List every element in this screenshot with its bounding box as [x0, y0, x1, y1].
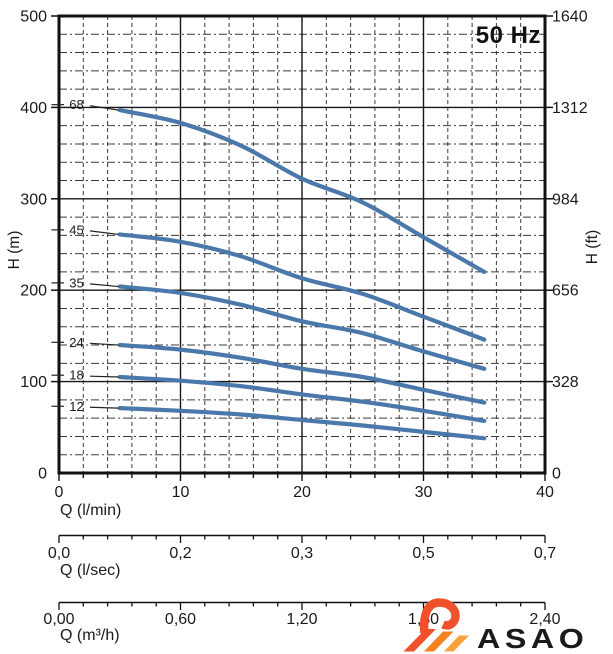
curve-label-35: 35	[69, 275, 83, 290]
y-tick-label-left: 100	[20, 374, 47, 391]
pump-curve-12	[117, 406, 487, 441]
x-axis-m3h-label: Q (m³/h)	[60, 627, 120, 644]
y-tick-label-right: 328	[552, 374, 579, 391]
x-tick-label: 10	[172, 484, 190, 501]
y-tick-label-right: 1312	[552, 100, 588, 117]
y-tick-label-left: 0	[38, 466, 47, 483]
pump-curve-24	[117, 342, 487, 405]
secondary-axis-tick-label: 0,3	[291, 545, 313, 562]
y-tick-label-right: 656	[552, 283, 579, 300]
curve-label-24: 24	[69, 335, 83, 350]
pump-curve-68	[117, 108, 487, 274]
x-tick-label: 0	[55, 484, 64, 501]
x-axis-lmin-label: Q (l/min)	[60, 502, 122, 519]
curve-label-18: 18	[69, 368, 83, 383]
x-tick-label: 20	[293, 484, 311, 501]
pump-curve-18	[117, 374, 487, 423]
logo-stripe-3-icon	[444, 635, 469, 652]
logo-stripe-1-icon	[403, 629, 436, 652]
y-tick-label-right: 0	[552, 466, 561, 483]
secondary-axis-tick-label: 1,20	[286, 611, 317, 628]
asao-logo-text: ASAO	[477, 623, 589, 654]
curve-label-leader	[89, 105, 119, 111]
curve-label-68: 68	[69, 97, 83, 112]
curve-label-leader	[89, 406, 119, 409]
logo-stripe-2-icon	[424, 631, 454, 652]
curve-label-leader	[89, 375, 119, 378]
secondary-axis-tick-label: 0,0	[48, 545, 70, 562]
curve-label-leader	[89, 283, 119, 288]
x-tick-label: 40	[536, 484, 554, 501]
secondary-axis-tick-label: 0,5	[412, 545, 434, 562]
pump-curve-45	[117, 232, 487, 342]
y-tick-label-left: 200	[20, 283, 47, 300]
secondary-axis-tick-label: 0,2	[169, 545, 191, 562]
x-tick-label: 30	[415, 484, 433, 501]
secondary-axis-tick-label: 0,00	[43, 611, 74, 628]
x-axis-lsec-label: Q (l/sec)	[60, 562, 121, 579]
curve-label-12: 12	[69, 399, 83, 414]
y-tick-label-left: 400	[20, 100, 47, 117]
curve-label-leader	[89, 230, 119, 236]
chart-title: 50 Hz	[475, 22, 541, 49]
y-tick-label-left: 500	[20, 9, 47, 26]
pump-curve-35	[117, 284, 487, 371]
y-tick-label-right: 984	[552, 191, 579, 208]
curve-label-45: 45	[69, 222, 83, 237]
secondary-axis-tick-label: 0,7	[534, 545, 556, 562]
y-tick-label-left: 300	[20, 191, 47, 208]
logo-swoosh-hook-icon	[419, 598, 460, 634]
curve-label-leader	[89, 342, 119, 346]
y-tick-label-right: 1640	[552, 9, 588, 26]
secondary-axis-tick-label: 0,60	[165, 611, 196, 628]
secondary-axis-tick-label: 2,40	[529, 611, 560, 628]
